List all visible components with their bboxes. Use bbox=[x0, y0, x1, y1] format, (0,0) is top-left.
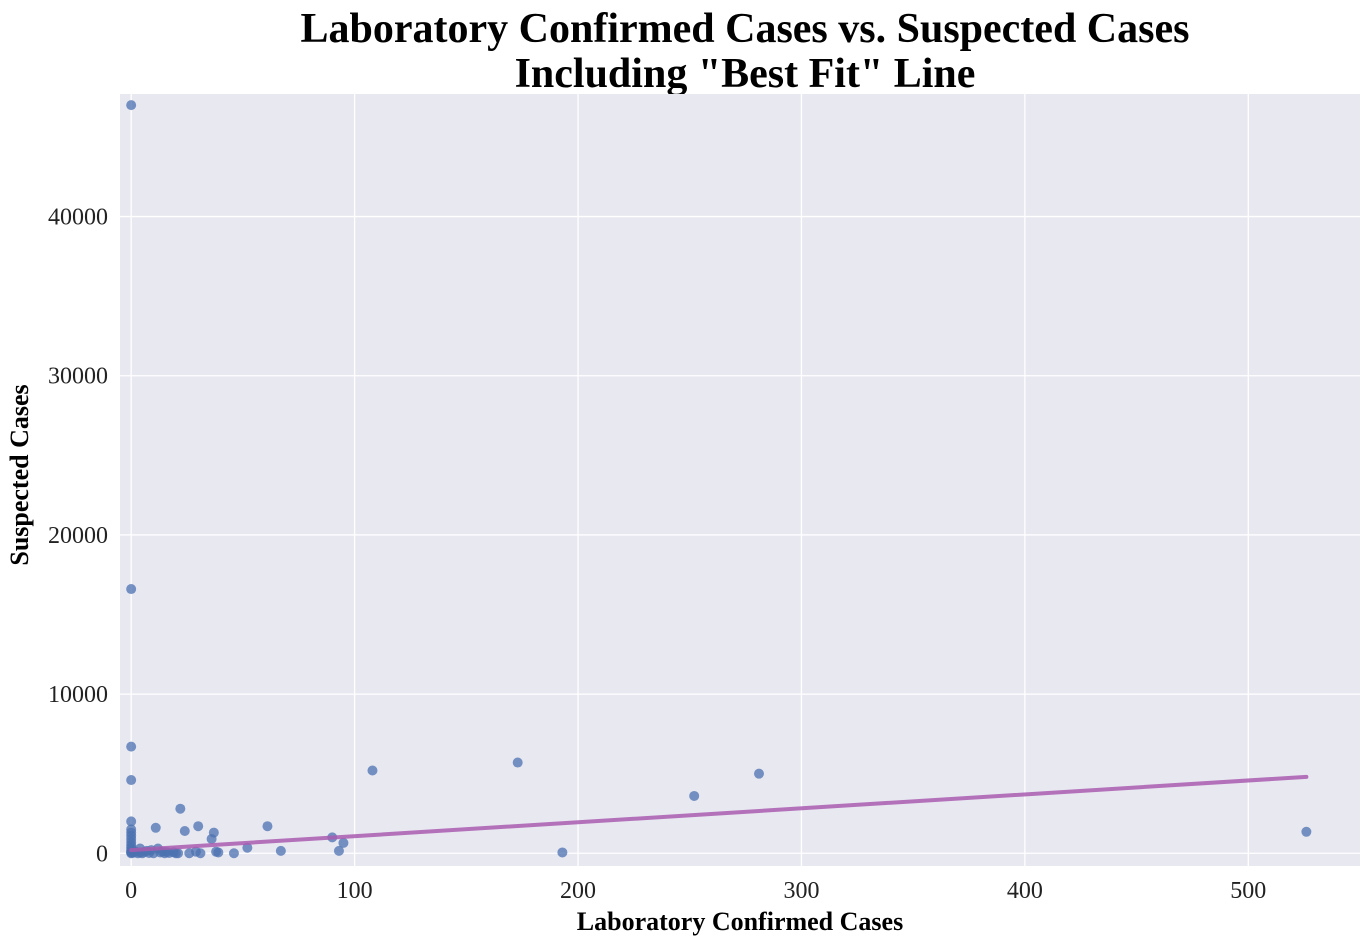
plot-area bbox=[120, 94, 1360, 866]
y-tick-labels: 0 10000 20000 30000 40000 bbox=[48, 205, 108, 868]
data-point bbox=[208, 827, 219, 838]
x-tick-label: 400 bbox=[1007, 878, 1043, 904]
x-axis-label: Laboratory Confirmed Cases bbox=[577, 907, 903, 936]
data-point bbox=[262, 821, 273, 832]
y-tick-label: 30000 bbox=[48, 364, 108, 390]
data-point bbox=[126, 584, 137, 595]
y-tick-label: 40000 bbox=[48, 205, 108, 231]
x-tick-labels: 0 100 200 300 400 500 bbox=[125, 878, 1266, 904]
data-point bbox=[367, 765, 378, 776]
data-point bbox=[333, 845, 344, 856]
chart-title-line-1: Laboratory Confirmed Cases vs. Suspected… bbox=[300, 6, 1190, 52]
data-point bbox=[126, 816, 137, 827]
data-point bbox=[228, 848, 239, 859]
data-point bbox=[557, 847, 568, 858]
x-tick-label: 500 bbox=[1230, 878, 1266, 904]
y-tick-label: 0 bbox=[96, 841, 108, 867]
y-tick-label: 20000 bbox=[48, 523, 108, 549]
data-point bbox=[195, 848, 206, 859]
chart-title-line-2: Including "Best Fit" Line bbox=[514, 51, 976, 97]
x-tick-label: 300 bbox=[783, 878, 819, 904]
grid-lines bbox=[120, 94, 1360, 866]
y-tick-label: 10000 bbox=[48, 682, 108, 708]
data-point bbox=[338, 837, 349, 848]
data-point bbox=[173, 848, 184, 859]
data-point bbox=[126, 100, 137, 111]
data-point bbox=[179, 825, 190, 836]
data-point bbox=[193, 821, 204, 832]
data-point bbox=[126, 775, 137, 786]
data-point bbox=[689, 790, 700, 801]
data-point bbox=[126, 741, 137, 752]
data-point bbox=[275, 845, 286, 856]
x-tick-label: 100 bbox=[337, 878, 373, 904]
data-point bbox=[512, 757, 523, 768]
x-tick-label: 200 bbox=[560, 878, 596, 904]
x-tick-label: 0 bbox=[125, 878, 137, 904]
y-axis-label: Suspected Cases bbox=[5, 384, 34, 565]
data-point bbox=[242, 842, 253, 853]
data-point bbox=[150, 822, 161, 833]
data-point bbox=[753, 768, 764, 779]
data-point bbox=[175, 803, 186, 814]
best-fit-line bbox=[129, 774, 1309, 853]
data-point bbox=[1301, 826, 1312, 837]
data-point bbox=[213, 847, 224, 858]
